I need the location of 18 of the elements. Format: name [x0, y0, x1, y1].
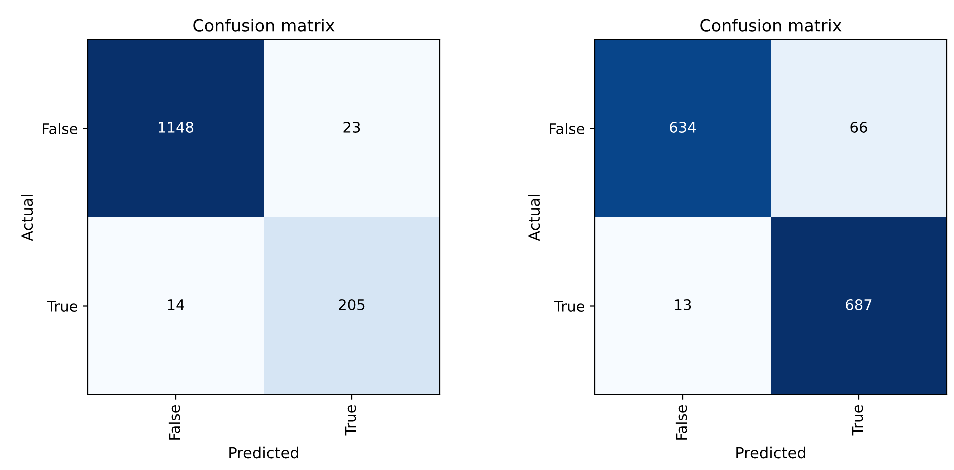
chart-title: Confusion matrix — [194, 19, 335, 32]
x-tick-label: True — [345, 405, 356, 436]
x-tick-label: False — [676, 406, 688, 440]
data-label: 1148 — [159, 122, 194, 133]
x-tick-label: True — [852, 405, 864, 436]
x-axis-title: Predicted — [230, 446, 298, 459]
y-axis-title: Actual — [528, 195, 540, 242]
data-label: 634 — [670, 122, 696, 133]
data-label: 23 — [344, 122, 360, 133]
y-axis-title: Actual — [21, 195, 34, 242]
x-axis-title: Predicted — [736, 446, 806, 459]
data-label: 13 — [675, 299, 692, 310]
chart-title: Confusion matrix — [700, 19, 842, 32]
data-label: 205 — [339, 299, 365, 310]
x-tick-label: False — [168, 406, 180, 440]
data-label: 14 — [168, 300, 184, 310]
data-label: 66 — [850, 122, 868, 133]
data-label: 687 — [846, 299, 872, 310]
